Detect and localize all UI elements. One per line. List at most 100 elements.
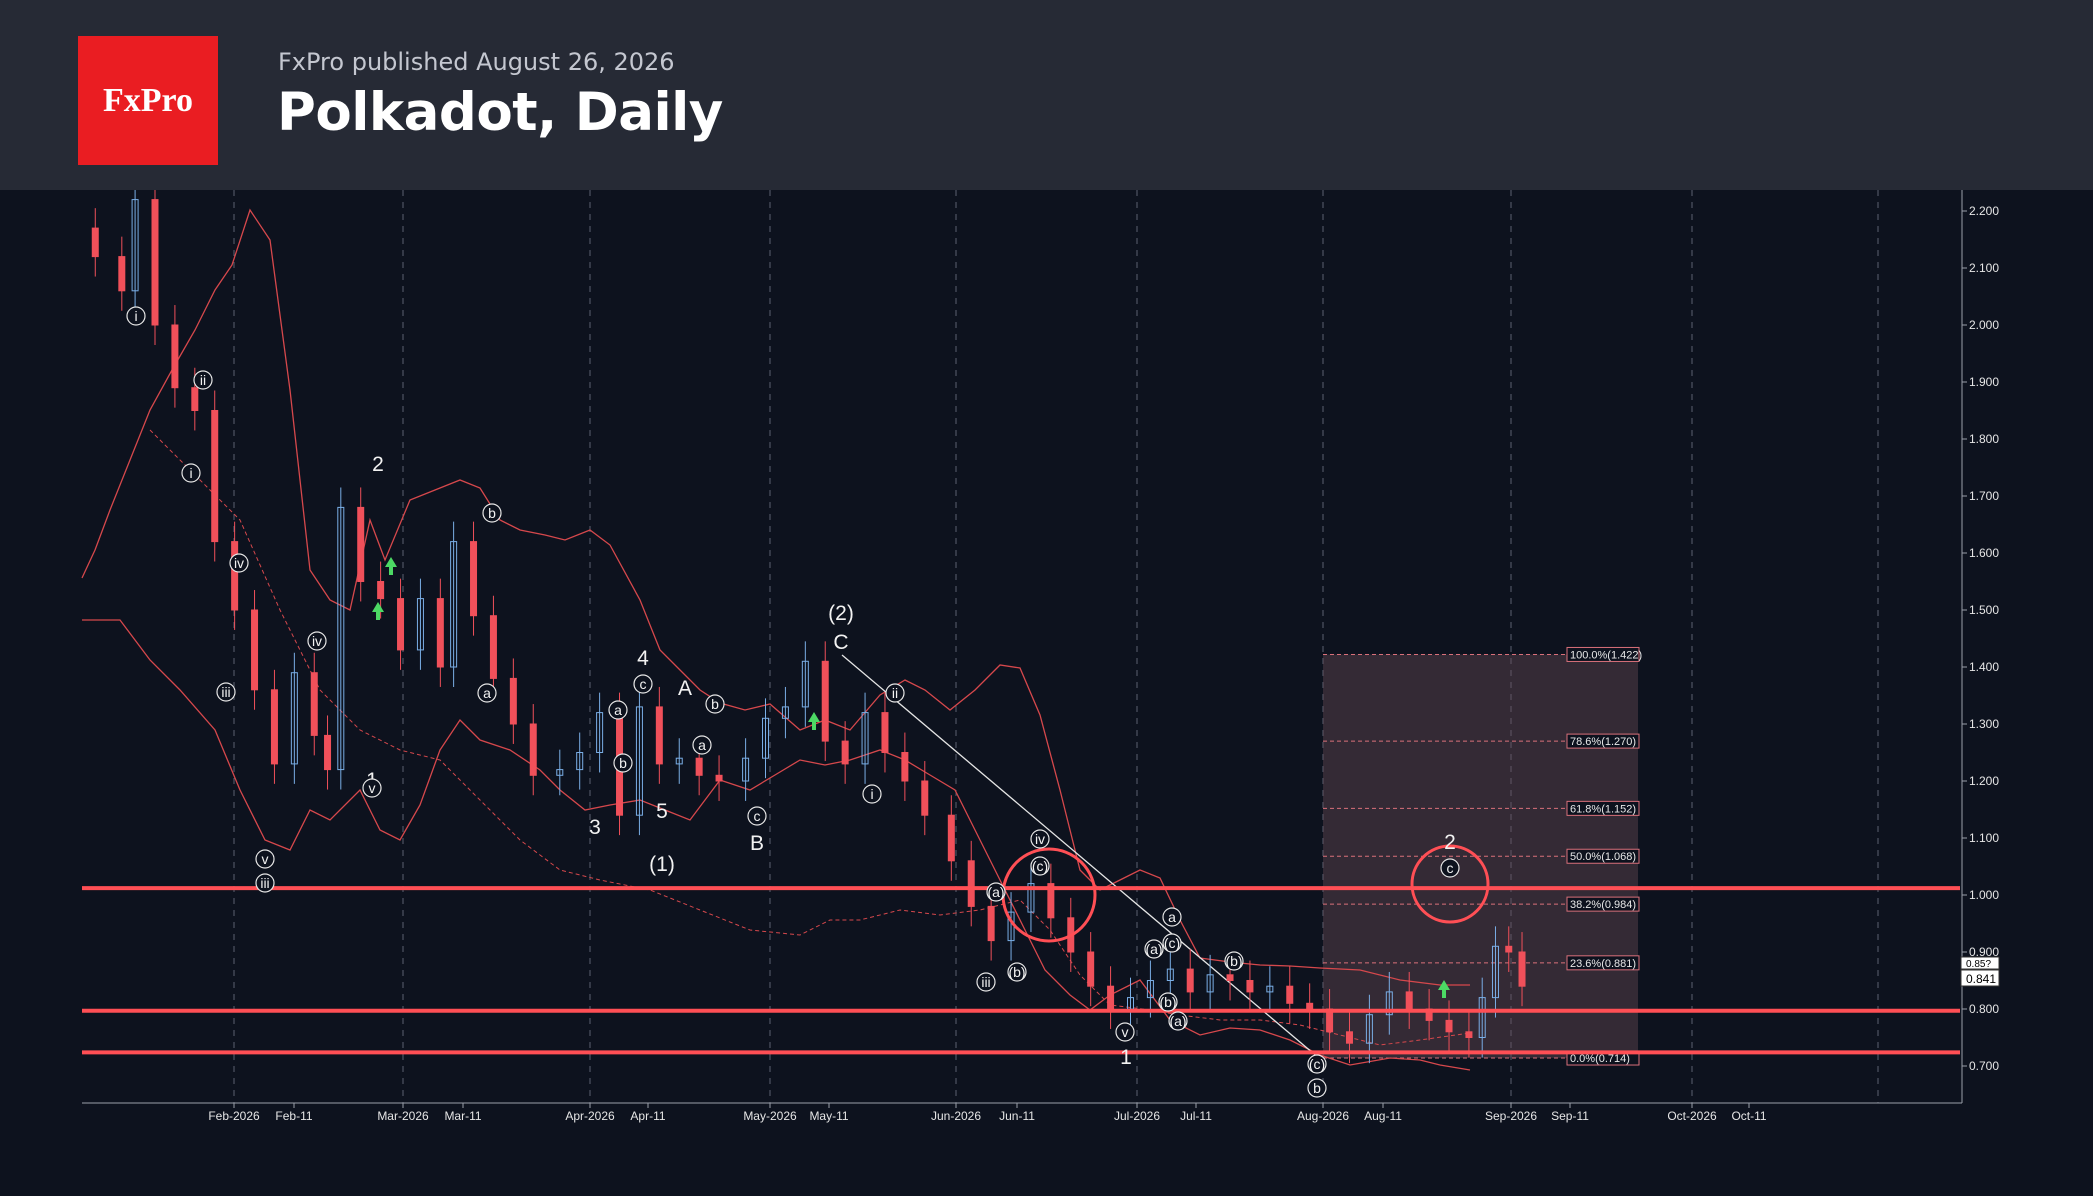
signal-arrows — [372, 557, 1450, 998]
candle-down — [489, 615, 497, 679]
price-chart[interactable]: 100.0%(1.422)78.6%(1.270)61.8%(1.152)50.… — [0, 190, 2093, 1196]
wave-label-circle — [1158, 992, 1178, 1012]
x-tick-label: Jun-11 — [999, 1109, 1035, 1123]
candle-up — [781, 706, 789, 719]
fibonacci-retracement: 100.0%(1.422) 78.6%(1.270) 61.8%(1.152) 50.… — [1323, 646, 1642, 1066]
y-tick-label: 1.000 — [1969, 888, 1999, 902]
wave-label-circle — [692, 735, 712, 755]
fib-level-label: 78.6%(1.270) — [1570, 736, 1636, 748]
candle-down — [1306, 1002, 1314, 1010]
x-tick-label: Apr-11 — [630, 1109, 665, 1123]
y-tick-label: 1.700 — [1969, 489, 1999, 503]
candle-up — [762, 717, 770, 759]
candle-up — [290, 672, 298, 765]
wave-label-circle — [229, 553, 249, 573]
x-tick-label: Oct-2026 — [1667, 1109, 1717, 1123]
x-tick-label: Apr-2026 — [565, 1109, 615, 1123]
wave-label: a — [614, 702, 622, 718]
fib-label-box — [1566, 848, 1640, 864]
y-tick-label: 1.600 — [1969, 546, 1999, 560]
candle-up — [337, 506, 345, 771]
x-tick-label: May-2026 — [743, 1109, 797, 1123]
x-tick-label: Jul-11 — [1180, 1109, 1212, 1123]
candle-up — [861, 712, 869, 765]
wave-label: iv — [234, 555, 244, 571]
candle-down — [151, 199, 159, 326]
wave-label-circle — [976, 972, 996, 992]
y-tick-label: 2.000 — [1969, 318, 1999, 332]
wave-label: iv — [1035, 831, 1045, 847]
y-tick-label: 1.500 — [1969, 603, 1999, 617]
wave-label-circle — [608, 700, 628, 720]
candle-down — [901, 752, 909, 782]
x-tick-label: Jun-2026 — [931, 1109, 981, 1123]
wave-label: c — [754, 808, 761, 824]
x-tick-label: Sep-11 — [1551, 1109, 1589, 1123]
candle-up — [742, 757, 750, 782]
candle-up — [1027, 883, 1035, 913]
fxpro-logo[interactable]: FxPro — [78, 36, 218, 165]
candle-up — [131, 199, 139, 292]
candle-down — [1047, 883, 1055, 919]
fib-level-label: 50.0%(1.068) — [1570, 851, 1636, 863]
wave-label: iii — [260, 875, 269, 891]
y-tick-label: 0.900 — [1969, 945, 1999, 959]
candle-up — [1266, 985, 1274, 993]
wave-label: c — [640, 676, 647, 692]
candle-down — [921, 780, 929, 816]
candle-down — [987, 905, 995, 942]
wave-label-circle — [193, 370, 213, 390]
candle-down — [881, 712, 889, 753]
candle-down — [397, 598, 405, 651]
y-tick-label: 1.100 — [1969, 831, 1999, 845]
candle-up — [801, 660, 809, 708]
current-price-label: 0.85? — [1966, 959, 1991, 970]
wave-label: i — [189, 465, 192, 481]
candle-up — [450, 541, 458, 668]
wave-label: (b) — [1225, 953, 1242, 969]
candle-down — [1505, 945, 1513, 953]
wave-label: 5 — [656, 800, 668, 823]
wave-label: (c) — [1309, 1056, 1325, 1072]
wave-label: i — [870, 786, 873, 802]
up-arrow-icon — [1438, 980, 1450, 998]
fib-label-box — [1566, 955, 1640, 971]
up-arrow-icon — [372, 602, 384, 620]
candle-down — [436, 598, 444, 668]
wave-label: C — [833, 631, 848, 654]
wave-label: (a) — [1169, 1013, 1186, 1029]
y-tick-label: 1.200 — [1969, 774, 1999, 788]
wave-label-circle — [126, 306, 146, 326]
fib-level-label: 23.6%(0.881) — [1570, 958, 1636, 970]
candle-down — [191, 387, 199, 411]
wave-label: (2) — [828, 602, 854, 625]
wave-label-circle — [862, 784, 882, 804]
page-title: Polkadot, Daily — [277, 82, 723, 143]
wave-label: b — [1313, 1080, 1321, 1096]
candle-up — [1491, 945, 1499, 999]
candle-down — [231, 541, 239, 611]
highlight-circle — [1410, 844, 1490, 924]
candle-down — [324, 734, 332, 771]
candle-down — [1226, 974, 1234, 981]
fib-level-label: 100.0%(1.422) — [1570, 649, 1642, 661]
wave-label: iii — [221, 684, 230, 700]
wave-label: (b) — [1008, 964, 1025, 980]
middle-band — [149, 429, 1471, 1046]
header: FxPro FxPro published August 26, 2026 Po… — [0, 0, 2093, 190]
wave-label: (c) — [1032, 858, 1048, 874]
candle-down — [270, 689, 278, 765]
wave-label: 1 — [1120, 1046, 1132, 1069]
wave-label: a — [1168, 909, 1176, 925]
candle-down — [357, 506, 365, 582]
support-resistance-levels — [82, 886, 1960, 1055]
wave-label: B — [750, 832, 764, 855]
elliott-wave-labels: iiiiiviiiivviii21vba4c3ab5(1)AbacB(2)Cii… — [126, 306, 1460, 1098]
fib-label-box — [1566, 733, 1640, 749]
wave-label-circle — [1144, 939, 1164, 959]
candle-down — [1246, 980, 1254, 993]
candle-down — [947, 814, 955, 862]
wave-label-circle — [1162, 907, 1182, 927]
candle-down — [1286, 985, 1294, 1004]
candlesticks — [91, 190, 1526, 1064]
